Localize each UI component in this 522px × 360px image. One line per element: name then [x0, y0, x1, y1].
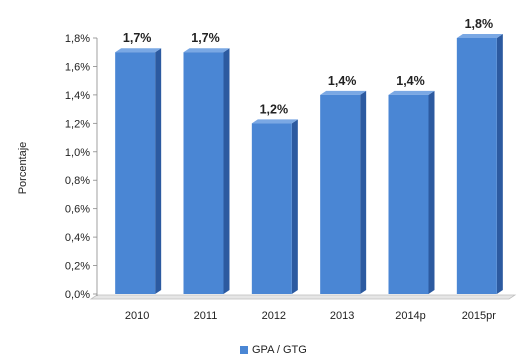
- bar: 1,8%: [456, 17, 503, 294]
- legend-label: GPA / GTG: [252, 344, 307, 356]
- bar-top: [456, 34, 503, 38]
- chart-floor: [89, 294, 517, 300]
- legend: GPA / GTG: [240, 344, 307, 356]
- y-tick-label: 0,0%: [65, 289, 90, 301]
- bar-front: [251, 123, 292, 294]
- y-tick-label: 1,0%: [65, 147, 90, 159]
- bar-top: [183, 48, 230, 53]
- bars: 1,7% 1,7% 1,2% 1,4% 1,4% 1,8%: [115, 17, 503, 294]
- bar-front: [388, 94, 429, 294]
- data-label: 1,4%: [328, 74, 357, 88]
- bar-front: [183, 52, 224, 294]
- bar-side: [360, 90, 367, 294]
- bar: 1,4%: [388, 74, 435, 294]
- bar-side: [428, 90, 435, 294]
- x-tick-label: 2015pr: [462, 310, 497, 322]
- bar-top: [320, 90, 367, 95]
- bar: 1,7%: [115, 31, 162, 294]
- y-axis-title: Porcentaje: [17, 142, 29, 195]
- y-tick-label: 0,2%: [65, 261, 90, 273]
- y-tick-label: 1,8%: [65, 33, 90, 45]
- bar-side: [155, 48, 162, 294]
- bar-top: [115, 48, 162, 53]
- bar: 1,7%: [183, 31, 230, 294]
- bar: 1,4%: [320, 74, 367, 294]
- bar-front: [456, 38, 497, 294]
- data-label: 1,7%: [191, 31, 220, 45]
- x-axis: 2010 2011 2012 2013 2014p 2015pr: [125, 310, 496, 322]
- y-tick-label: 0,8%: [65, 175, 90, 187]
- x-tick-label: 2014p: [395, 310, 426, 322]
- y-tick-label: 0,6%: [65, 204, 90, 216]
- bar-top: [388, 90, 435, 95]
- bar-side: [291, 119, 298, 294]
- data-label: 1,8%: [465, 17, 494, 31]
- bar: 1,2%: [251, 102, 298, 294]
- legend-swatch: [240, 346, 248, 354]
- y-tick-label: 1,2%: [65, 118, 90, 130]
- bar-side: [496, 34, 503, 294]
- y-tick-label: 1,4%: [65, 90, 90, 102]
- x-tick-label: 2012: [262, 310, 286, 322]
- y-axis: 0,0% 0,2% 0,4% 0,6% 0,8% 1,0% 1,2% 1,4% 1,6% 1,8%: [65, 33, 98, 301]
- bar-front: [115, 52, 156, 294]
- x-tick-label: 2010: [125, 310, 149, 322]
- data-label: 1,2%: [260, 102, 289, 116]
- x-tick-label: 2011: [194, 310, 218, 322]
- y-tick-label: 1,6%: [65, 61, 90, 73]
- floor-plane: [89, 294, 517, 300]
- data-label: 1,4%: [396, 74, 425, 88]
- bar-side: [223, 48, 230, 294]
- bar-front: [320, 94, 361, 294]
- data-label: 1,7%: [123, 31, 152, 45]
- y-tick-label: 0,4%: [65, 232, 90, 244]
- bar-top: [251, 119, 298, 124]
- x-tick-label: 2013: [330, 310, 354, 322]
